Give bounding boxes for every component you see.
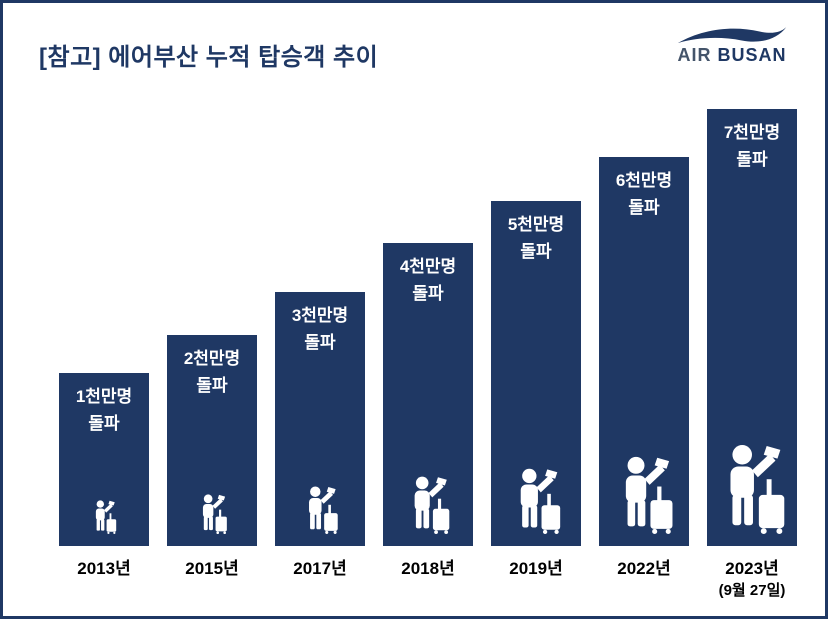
bar-label: 5천만명 돌파 xyxy=(508,211,564,265)
bar-label-line1: 7천만명 xyxy=(723,123,781,142)
bar-label-line1: 3천만명 xyxy=(291,306,349,325)
bar-column: 1천만명 돌파 2013년 xyxy=(59,373,149,602)
bar-2022: 6천만명 돌파 xyxy=(599,157,689,546)
bar-2017: 3천만명 돌파 xyxy=(275,292,365,546)
bar-label-line2: 돌파 xyxy=(88,414,120,434)
year-label: 2019년 xyxy=(509,559,563,578)
traveler-icon xyxy=(197,494,228,534)
bar-column: 6천만명 돌파 2022년 xyxy=(599,157,689,602)
bar-label-line1: 6천만명 xyxy=(615,171,673,190)
year-label: 2018년 xyxy=(401,559,455,578)
bar-column: 2천만명 돌파 2015년 xyxy=(167,335,257,602)
bar-column: 3천만명 돌파 2017년 xyxy=(275,292,365,602)
bar-label-line1: 4천만명 xyxy=(399,257,457,276)
logo-busan: BUSAN xyxy=(717,45,787,65)
bar-2018: 4천만명 돌파 xyxy=(383,243,473,546)
bar-column: 5천만명 돌파 2019년 xyxy=(491,201,581,602)
bar-label-line2: 돌파 xyxy=(412,284,444,304)
bar-label: 3천만명 돌파 xyxy=(292,302,348,356)
year-label: 2023년 (9월 27일) xyxy=(719,546,786,602)
bar-label: 4천만명 돌파 xyxy=(400,253,456,307)
year-label: 2017년 xyxy=(293,559,347,578)
traveler-icon xyxy=(511,468,562,534)
bar-label-line1: 5천만명 xyxy=(507,215,565,234)
bar-label: 2천만명 돌파 xyxy=(184,345,240,399)
bar-label-line2: 돌파 xyxy=(304,333,336,353)
bar-label-line2: 돌파 xyxy=(196,376,228,396)
traveler-icon xyxy=(717,444,787,534)
logo-air: AIR xyxy=(677,45,712,65)
bar-column: 4천만명 돌파 2018년 xyxy=(383,243,473,602)
bar-label: 6천만명 돌파 xyxy=(616,167,672,221)
logo-text: AIR BUSAN xyxy=(671,45,793,66)
page-title: [참고] 에어부산 누적 탑승객 추이 xyxy=(39,44,379,71)
bar-label-line2: 돌파 xyxy=(628,198,660,218)
bar-label-line2: 돌파 xyxy=(736,150,768,170)
bar-2015: 2천만명 돌파 xyxy=(167,335,257,546)
bar-2019: 5천만명 돌파 xyxy=(491,201,581,546)
bar-chart: 1천만명 돌파 2013년 2천만명 돌파 2015년 xyxy=(59,109,797,602)
bar-2013: 1천만명 돌파 xyxy=(59,373,149,546)
bar-label: 7천만명 돌파 xyxy=(724,119,780,173)
bar-label: 1천만명 돌파 xyxy=(76,383,132,437)
bar-2023: 7천만명 돌파 xyxy=(707,109,797,546)
year-label: 2015년 xyxy=(185,559,239,578)
traveler-icon xyxy=(302,486,339,534)
bar-label-line2: 돌파 xyxy=(520,242,552,262)
traveler-icon xyxy=(91,500,117,534)
bar-label-line1: 1천만명 xyxy=(75,387,133,406)
traveler-icon xyxy=(406,476,451,534)
bird-swoosh-icon xyxy=(677,27,787,44)
bar-column: 7천만명 돌파 2023년 (9월 27일) xyxy=(707,109,797,602)
bar-label-line1: 2천만명 xyxy=(183,349,241,368)
traveler-icon xyxy=(614,456,675,534)
year-label: 2022년 xyxy=(617,559,671,578)
year-sub-label: (9월 27일) xyxy=(718,581,786,599)
year-label: 2013년 xyxy=(77,559,131,578)
airbusan-logo: AIR BUSAN xyxy=(671,25,793,66)
